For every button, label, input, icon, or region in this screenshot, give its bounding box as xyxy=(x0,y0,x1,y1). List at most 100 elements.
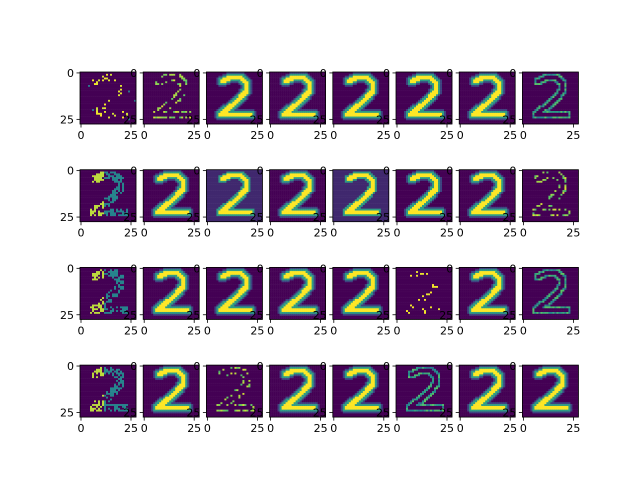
y-tick-label: 0 xyxy=(130,67,137,80)
y-tick-label: 0 xyxy=(383,67,390,80)
x-tick-label: 25 xyxy=(124,422,138,435)
y-tick-label: 25 xyxy=(123,406,137,419)
x-tick-label: 0 xyxy=(330,227,337,240)
x-tick-label: 25 xyxy=(187,227,201,240)
y-tick-label: 0 xyxy=(320,165,327,178)
y-tick-label: 25 xyxy=(186,211,200,224)
x-tick-label: 25 xyxy=(503,422,517,435)
y-tick-label: 25 xyxy=(313,211,327,224)
x-tick-label: 0 xyxy=(267,324,274,337)
x-tick-label: 25 xyxy=(377,227,391,240)
y-tick-label: 0 xyxy=(446,360,453,373)
x-tick-label: 25 xyxy=(503,324,517,337)
x-tick-label: 25 xyxy=(377,422,391,435)
x-tick-label: 25 xyxy=(124,129,138,142)
y-tick-label: 0 xyxy=(509,67,516,80)
y-tick-label: 25 xyxy=(376,113,390,126)
x-tick-label: 0 xyxy=(204,324,211,337)
x-tick-label: 0 xyxy=(394,129,401,142)
y-tick-label: 0 xyxy=(67,360,74,373)
y-tick-label: 25 xyxy=(250,211,264,224)
y-tick-label: 25 xyxy=(376,211,390,224)
y-tick-label: 25 xyxy=(60,211,74,224)
y-tick-label: 0 xyxy=(320,262,327,275)
x-tick-label: 0 xyxy=(78,227,85,240)
x-tick-label: 25 xyxy=(314,129,328,142)
y-tick-label: 0 xyxy=(193,67,200,80)
y-tick-label: 25 xyxy=(376,406,390,419)
x-tick-label: 0 xyxy=(457,227,464,240)
x-tick-label: 25 xyxy=(314,422,328,435)
y-tick-label: 0 xyxy=(67,262,74,275)
x-tick-label: 25 xyxy=(377,324,391,337)
x-tick-label: 25 xyxy=(440,324,454,337)
x-tick-label: 25 xyxy=(440,129,454,142)
x-tick-label: 0 xyxy=(330,324,337,337)
x-tick-label: 0 xyxy=(457,129,464,142)
y-tick-label: 0 xyxy=(130,360,137,373)
y-tick-label: 25 xyxy=(186,309,200,322)
x-tick-label: 25 xyxy=(314,324,328,337)
y-tick-label: 0 xyxy=(193,262,200,275)
y-tick-label: 25 xyxy=(123,211,137,224)
y-tick-label: 0 xyxy=(257,360,264,373)
x-tick-label: 0 xyxy=(141,324,148,337)
y-tick-label: 0 xyxy=(67,67,74,80)
y-tick-label: 25 xyxy=(502,309,516,322)
y-tick-label: 25 xyxy=(502,406,516,419)
x-tick-label: 25 xyxy=(566,324,580,337)
y-tick-label: 25 xyxy=(186,113,200,126)
y-tick-label: 25 xyxy=(376,309,390,322)
y-tick-label: 0 xyxy=(193,360,200,373)
y-tick-label: 0 xyxy=(193,165,200,178)
y-tick-label: 0 xyxy=(383,262,390,275)
x-tick-label: 25 xyxy=(566,227,580,240)
x-tick-label: 0 xyxy=(141,422,148,435)
y-tick-label: 25 xyxy=(186,406,200,419)
y-tick-label: 0 xyxy=(446,262,453,275)
y-tick-label: 25 xyxy=(123,309,137,322)
y-tick-label: 25 xyxy=(250,309,264,322)
x-tick-label: 25 xyxy=(566,129,580,142)
y-tick-label: 0 xyxy=(509,262,516,275)
x-tick-label: 0 xyxy=(330,422,337,435)
y-tick-label: 0 xyxy=(446,165,453,178)
y-tick-label: 25 xyxy=(439,406,453,419)
y-tick-label: 25 xyxy=(313,406,327,419)
x-tick-label: 25 xyxy=(187,422,201,435)
x-tick-label: 25 xyxy=(250,324,264,337)
x-tick-label: 25 xyxy=(566,422,580,435)
y-tick-label: 0 xyxy=(383,165,390,178)
x-tick-label: 0 xyxy=(267,422,274,435)
y-tick-label: 0 xyxy=(257,262,264,275)
x-tick-label: 25 xyxy=(187,129,201,142)
x-tick-label: 0 xyxy=(78,129,85,142)
y-tick-label: 0 xyxy=(320,360,327,373)
y-tick-label: 0 xyxy=(130,262,137,275)
x-tick-label: 0 xyxy=(520,422,527,435)
x-tick-label: 25 xyxy=(187,324,201,337)
x-tick-label: 0 xyxy=(520,324,527,337)
x-tick-label: 25 xyxy=(440,422,454,435)
x-tick-label: 0 xyxy=(394,422,401,435)
y-tick-label: 0 xyxy=(67,165,74,178)
x-tick-label: 25 xyxy=(124,324,138,337)
x-tick-label: 0 xyxy=(141,129,148,142)
x-tick-label: 0 xyxy=(394,324,401,337)
x-tick-label: 25 xyxy=(250,227,264,240)
y-tick-label: 25 xyxy=(439,309,453,322)
y-tick-label: 0 xyxy=(509,165,516,178)
x-tick-label: 0 xyxy=(394,227,401,240)
y-tick-label: 25 xyxy=(502,113,516,126)
x-tick-label: 0 xyxy=(267,227,274,240)
x-tick-label: 25 xyxy=(124,227,138,240)
x-tick-label: 25 xyxy=(314,227,328,240)
y-tick-label: 25 xyxy=(60,406,74,419)
y-tick-label: 25 xyxy=(60,309,74,322)
x-tick-label: 25 xyxy=(440,227,454,240)
x-tick-label: 0 xyxy=(204,227,211,240)
y-tick-label: 0 xyxy=(320,67,327,80)
y-tick-label: 25 xyxy=(313,309,327,322)
x-tick-label: 0 xyxy=(78,422,85,435)
